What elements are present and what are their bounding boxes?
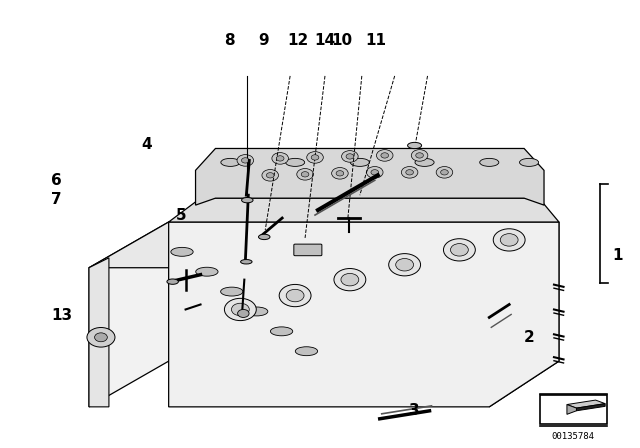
Circle shape <box>500 234 518 246</box>
Ellipse shape <box>221 287 243 296</box>
Ellipse shape <box>259 234 270 240</box>
Circle shape <box>336 171 344 176</box>
Polygon shape <box>567 400 605 408</box>
Circle shape <box>396 258 413 271</box>
Text: 9: 9 <box>259 33 269 48</box>
Circle shape <box>416 153 424 158</box>
Circle shape <box>436 167 452 178</box>
Text: 00135784: 00135784 <box>552 432 595 441</box>
Ellipse shape <box>241 259 252 264</box>
Text: 8: 8 <box>224 33 235 48</box>
Text: 5: 5 <box>175 207 186 223</box>
Circle shape <box>401 167 418 178</box>
Circle shape <box>311 155 319 160</box>
Polygon shape <box>577 404 605 411</box>
FancyBboxPatch shape <box>294 244 322 256</box>
Ellipse shape <box>408 142 422 149</box>
Bar <box>540 396 607 424</box>
Circle shape <box>346 154 354 159</box>
Text: 1: 1 <box>612 248 622 263</box>
Circle shape <box>493 229 525 251</box>
Ellipse shape <box>520 159 539 166</box>
Ellipse shape <box>285 159 305 166</box>
Circle shape <box>341 273 359 286</box>
Circle shape <box>262 169 278 181</box>
Text: 2: 2 <box>524 330 534 345</box>
Circle shape <box>237 310 249 318</box>
Ellipse shape <box>196 267 218 276</box>
Text: 12: 12 <box>287 33 308 48</box>
Polygon shape <box>169 222 559 407</box>
Circle shape <box>332 168 348 179</box>
Text: 13: 13 <box>51 308 72 323</box>
Circle shape <box>376 150 393 161</box>
Circle shape <box>286 289 304 302</box>
Text: 14: 14 <box>314 33 335 48</box>
Text: 3: 3 <box>409 403 420 418</box>
Circle shape <box>334 268 366 291</box>
Ellipse shape <box>271 327 292 336</box>
Circle shape <box>307 151 323 163</box>
Circle shape <box>381 153 388 158</box>
Ellipse shape <box>241 198 253 203</box>
Circle shape <box>440 170 448 175</box>
Circle shape <box>444 239 476 261</box>
Ellipse shape <box>246 307 268 316</box>
Circle shape <box>232 303 249 316</box>
Circle shape <box>406 170 413 175</box>
Polygon shape <box>89 222 169 407</box>
Ellipse shape <box>480 159 499 166</box>
Circle shape <box>279 284 311 307</box>
Polygon shape <box>567 405 577 414</box>
Polygon shape <box>89 222 559 268</box>
Circle shape <box>412 150 428 161</box>
Text: 4: 4 <box>141 137 152 152</box>
Circle shape <box>342 151 358 162</box>
Circle shape <box>297 168 314 180</box>
Circle shape <box>371 170 379 175</box>
Text: 10: 10 <box>332 33 353 48</box>
Circle shape <box>272 153 289 164</box>
Ellipse shape <box>295 347 317 356</box>
Circle shape <box>237 155 253 166</box>
Polygon shape <box>169 198 559 222</box>
Circle shape <box>87 327 115 347</box>
Text: 7: 7 <box>51 192 61 207</box>
Circle shape <box>367 167 383 178</box>
Polygon shape <box>196 148 544 205</box>
Ellipse shape <box>171 247 193 256</box>
Polygon shape <box>489 222 559 407</box>
Ellipse shape <box>350 159 369 166</box>
Circle shape <box>225 298 256 321</box>
Ellipse shape <box>221 159 240 166</box>
Ellipse shape <box>167 279 179 284</box>
Circle shape <box>241 158 249 163</box>
Text: 6: 6 <box>51 173 62 188</box>
Circle shape <box>95 333 108 342</box>
Polygon shape <box>89 258 109 407</box>
Circle shape <box>301 172 309 177</box>
Circle shape <box>276 156 284 161</box>
Circle shape <box>451 244 468 256</box>
Ellipse shape <box>415 159 434 166</box>
Text: 11: 11 <box>365 33 387 48</box>
Circle shape <box>266 172 274 178</box>
Circle shape <box>388 254 420 276</box>
